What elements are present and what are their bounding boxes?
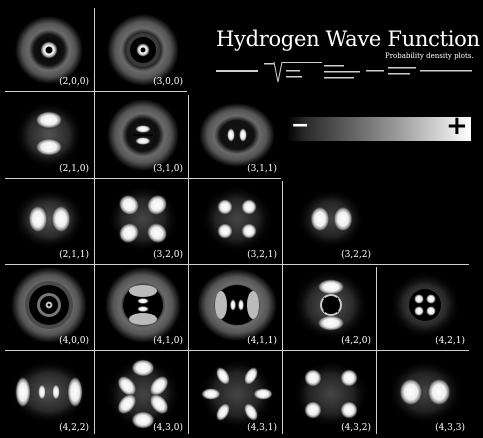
orbital-label: (4,0,0) [59,336,89,346]
grid-line [282,181,283,434]
orbital-4-0-0-plot [11,267,87,343]
orbital-label: (3,1,0) [153,164,183,174]
orbital-4-0-0: (4,0,0) [5,267,93,347]
grid-line [94,8,95,434]
wave-function-formula [216,61,472,83]
orbital-label: (4,3,0) [153,423,183,433]
orbital-label: (4,2,0) [341,336,371,346]
orbital-label: (3,1,1) [247,164,277,174]
orbital-label: (2,0,0) [59,77,89,87]
grid-line [376,267,377,434]
orbital-3-2-0: (3,2,0) [99,181,187,261]
orbital-4-2-1: (4,2,1) [381,267,469,347]
orbital-4-3-2: (4,3,2) [287,354,375,434]
orbital-2-1-1: (2,1,1) [5,181,93,261]
orbital-4-2-2: (4,2,2) [5,354,93,434]
orbital-4-3-0-plot [105,358,181,430]
orbital-label: (4,3,2) [341,423,371,433]
orbital-3-2-2-plot [297,189,365,249]
orbital-label: (3,2,0) [153,250,183,260]
orbital-4-3-0: (4,3,0) [99,354,187,434]
orbital-4-1-0: (4,1,0) [99,267,187,347]
orbital-label: (3,2,2) [341,250,371,260]
grid-line [5,178,281,179]
orbital-3-2-1: (3,2,1) [193,181,281,261]
orbital-label: (3,2,1) [247,250,277,260]
page-title: Hydrogen Wave Function [216,27,480,51]
orbital-3-2-0-plot [107,185,179,253]
orbital-2-1-1-plot [13,189,85,249]
page-subtitle: Probability density plots. [385,52,474,60]
orbital-3-0-0-plot [107,14,179,86]
grid-line [188,95,189,434]
orbital-label: (4,1,1) [247,336,277,346]
grid-line [5,91,187,92]
orbital-4-2-1-plot [389,271,461,339]
orbital-3-2-2: (3,2,2) [287,181,375,261]
orbital-4-1-0-plot [105,267,181,343]
orbital-4-3-3: (4,3,3) [381,354,469,434]
orbital-4-3-3-plot [387,360,463,424]
orbital-3-2-1-plot [201,185,273,253]
orbital-3-0-0: (3,0,0) [99,8,187,88]
orbital-3-1-1-plot [199,103,275,167]
orbital-4-3-2-plot [293,360,369,428]
orbital-label: (4,3,3) [435,423,465,433]
orbital-2-0-0-plot [15,16,83,84]
orbital-4-1-1: (4,1,1) [193,267,281,347]
orbital-2-1-0-plot [15,101,83,169]
legend-plus: + [446,111,468,141]
orbital-3-1-0-plot [107,99,179,171]
legend-minus: − [291,113,310,138]
orbital-2-0-0: (2,0,0) [5,8,93,88]
grid-line [5,264,469,265]
orbital-label: (2,1,1) [59,250,89,260]
orbital-label: (4,2,1) [435,336,465,346]
orbital-label: (3,0,0) [153,77,183,87]
orbital-4-2-0-plot [293,269,369,341]
orbital-4-1-1-plot [197,269,277,341]
orbital-label: (4,1,0) [153,336,183,346]
orbital-4-3-1: (4,3,1) [193,354,281,434]
orbital-4-2-0: (4,2,0) [287,267,375,347]
orbital-label: (4,3,1) [247,423,277,433]
density-legend-bar [287,117,471,141]
orbital-label: (2,1,0) [59,164,89,174]
orbital-2-1-0: (2,1,0) [5,95,93,175]
orbital-3-1-0: (3,1,0) [99,95,187,175]
orbital-label: (4,2,2) [59,423,89,433]
orbital-3-1-1: (3,1,1) [193,95,281,175]
grid-line [5,350,469,351]
orbital-4-3-1-plot [199,358,275,430]
orbital-4-2-2-plot [9,360,89,424]
